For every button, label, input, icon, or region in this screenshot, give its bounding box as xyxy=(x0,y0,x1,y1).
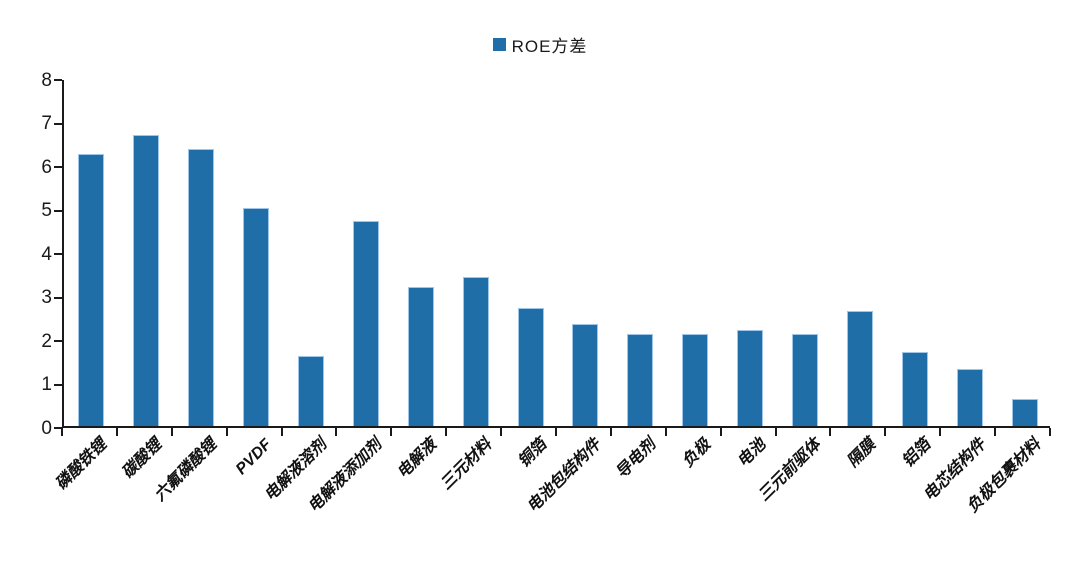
y-axis-tick-mark xyxy=(54,79,62,81)
x-axis-category-label: 导电剂 xyxy=(613,436,660,482)
x-axis-tick-mark xyxy=(115,428,118,436)
x-axis-tick-mark xyxy=(884,428,887,436)
bar-负极包裹材料 xyxy=(1011,399,1038,426)
x-axis-tick-mark xyxy=(939,428,942,436)
x-axis-category-label: 电解液 xyxy=(393,436,440,482)
x-axis-tick-mark xyxy=(390,428,393,436)
y-axis-tick-label: 2 xyxy=(41,330,52,352)
bar-磷酸铁锂 xyxy=(78,154,105,426)
x-axis-category-label: 隔膜 xyxy=(844,436,879,471)
x-axis-tick-mark xyxy=(664,428,667,436)
x-axis-tick-mark xyxy=(225,428,228,436)
bar-电解液溶剂 xyxy=(298,356,324,426)
y-axis-tick-mark xyxy=(54,296,62,299)
y-axis-tick-mark xyxy=(54,253,62,255)
x-axis-tick-mark xyxy=(445,428,448,436)
bar-隔膜 xyxy=(846,310,873,426)
x-axis-category-label: 碳酸锂 xyxy=(119,436,166,482)
x-axis-tick-mark xyxy=(555,428,557,436)
bar-铜箔 xyxy=(517,307,544,426)
y-axis-tick-label: 1 xyxy=(41,374,52,395)
bar-导电剂 xyxy=(627,333,654,426)
bar-PVDF xyxy=(243,207,270,426)
bar-六氟磷酸锂 xyxy=(188,148,215,426)
y-axis-tick-label: 0 xyxy=(41,417,52,439)
legend-label: ROE方差 xyxy=(511,37,588,56)
y-axis-tick-mark xyxy=(54,122,62,125)
y-axis-tick-label: 5 xyxy=(41,200,52,221)
x-axis-category-label: 负极 xyxy=(679,436,715,471)
x-axis-category-label: 铝箔 xyxy=(899,436,934,471)
legend-marker-icon xyxy=(492,38,506,51)
x-axis-tick-mark xyxy=(609,428,612,436)
y-axis-tick-mark xyxy=(54,209,62,212)
y-axis-tick-label: 6 xyxy=(41,156,52,178)
bar-负极 xyxy=(682,333,709,426)
bar-电芯结构件 xyxy=(956,369,983,426)
x-axis-tick-mark xyxy=(994,428,997,436)
x-axis-category-label: 铜箔 xyxy=(514,436,550,471)
x-axis-tick-mark xyxy=(61,428,63,436)
y-axis-tick-mark xyxy=(54,427,62,429)
y-axis-tick-mark xyxy=(54,383,62,386)
bar-电池包结构件 xyxy=(572,323,599,426)
x-axis-tick-mark xyxy=(500,428,503,436)
bar-碳酸锂 xyxy=(133,134,160,426)
bar-电池 xyxy=(737,329,764,426)
x-axis-tick-mark xyxy=(774,428,777,436)
x-axis-tick-mark xyxy=(719,428,722,436)
bar-三元前驱体 xyxy=(792,334,818,426)
y-axis-tick-label: 8 xyxy=(41,69,52,91)
x-axis-tick-mark xyxy=(1049,428,1051,436)
bar-铝箔 xyxy=(901,352,928,426)
plot-area xyxy=(62,80,1050,428)
y-axis-tick-label: 3 xyxy=(41,287,52,308)
x-axis-category-label: 磷酸铁锂 xyxy=(53,436,111,494)
chart-legend: ROE方差 xyxy=(0,32,1080,57)
x-axis-category-label: PVDF xyxy=(232,436,276,479)
y-axis-tick-mark xyxy=(54,166,62,168)
x-axis-tick-mark xyxy=(829,428,832,436)
x-axis-tick-mark xyxy=(170,428,173,436)
x-axis-category-label: 电池 xyxy=(734,436,770,471)
bar-电解液添加剂 xyxy=(352,220,379,426)
bar-电解液 xyxy=(407,286,434,426)
x-axis-tick-mark xyxy=(335,428,338,436)
y-axis-tick-mark xyxy=(54,340,62,342)
y-axis-tick-label: 7 xyxy=(41,113,52,134)
x-axis-tick-mark xyxy=(280,428,283,436)
bar-三元材料 xyxy=(462,277,489,426)
x-axis-category-label: 三元材料 xyxy=(437,436,495,494)
y-axis-tick-label: 4 xyxy=(41,243,52,265)
